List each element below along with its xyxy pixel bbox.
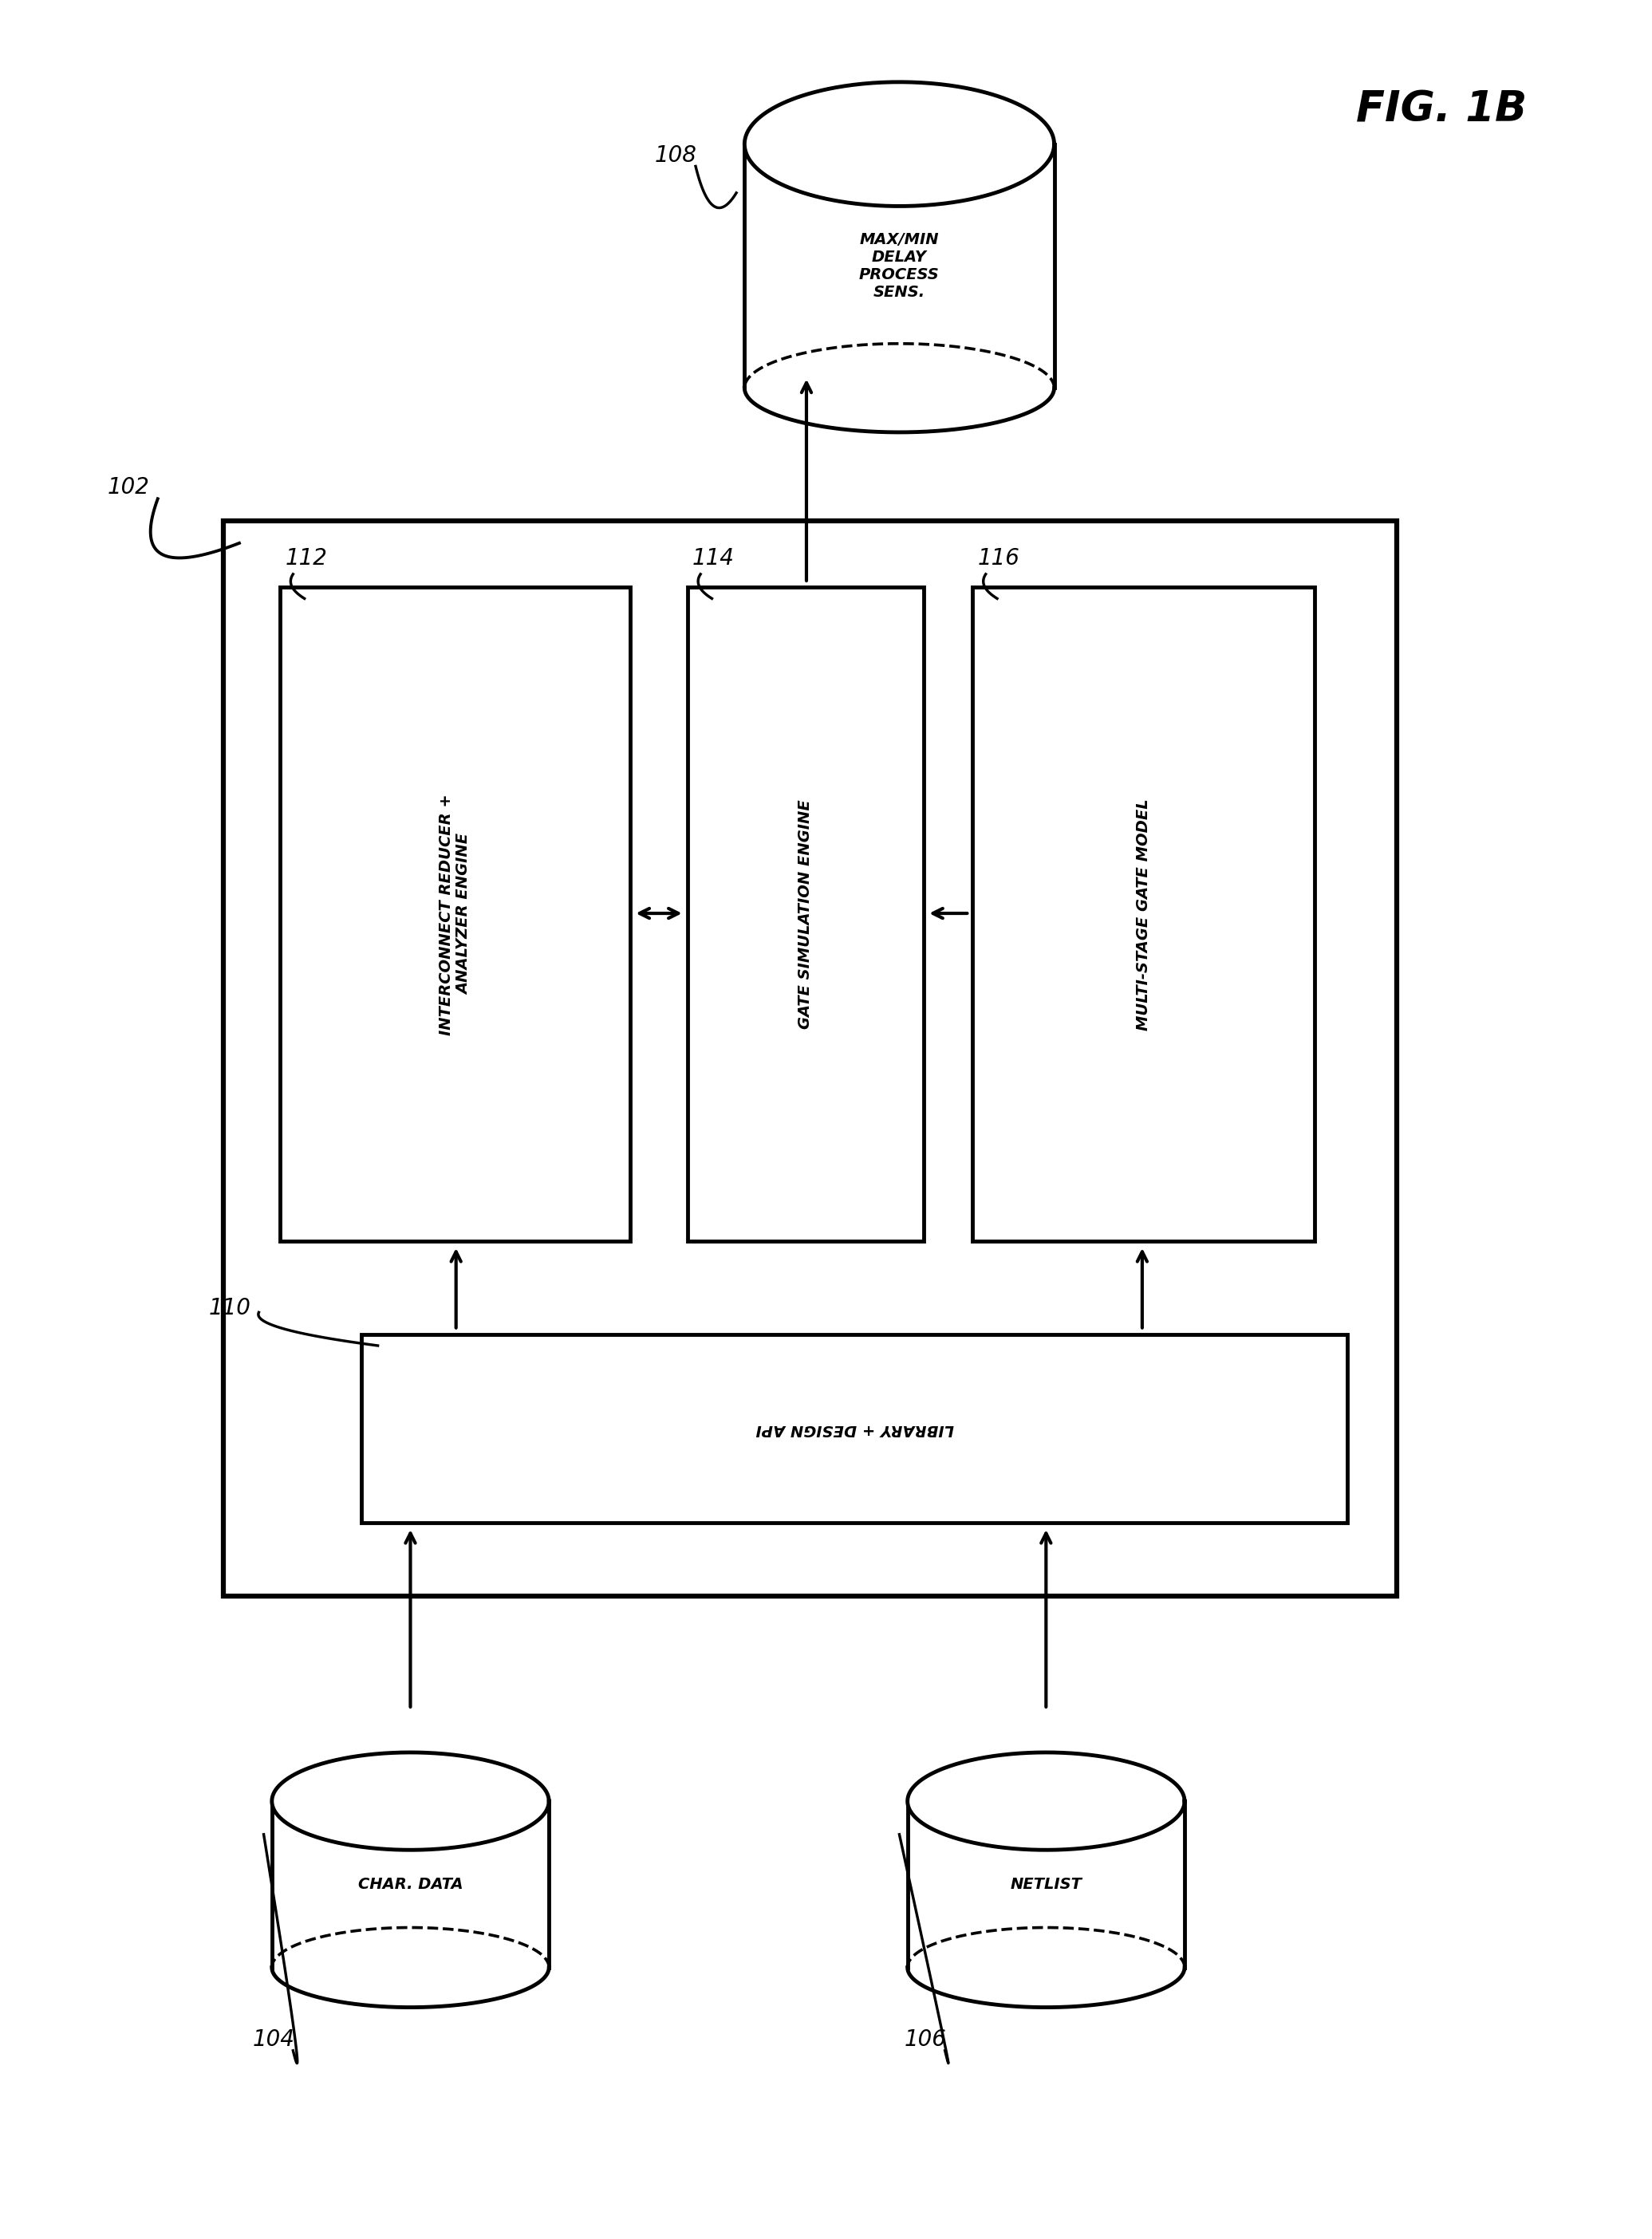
Text: CHAR. DATA: CHAR. DATA: [358, 1876, 463, 1892]
Text: NETLIST: NETLIST: [1009, 1876, 1082, 1892]
Bar: [687, 587, 923, 1240]
Polygon shape: [273, 1753, 548, 1849]
Polygon shape: [907, 1800, 1184, 1968]
Polygon shape: [273, 1800, 548, 1968]
Bar: [223, 522, 1396, 1596]
Polygon shape: [745, 143, 1054, 387]
Text: 108: 108: [654, 143, 697, 166]
Polygon shape: [907, 1968, 1184, 2008]
Text: 114: 114: [692, 546, 735, 569]
Bar: [362, 1334, 1348, 1523]
Polygon shape: [273, 1968, 548, 2008]
Text: FIG. 1B: FIG. 1B: [1356, 90, 1526, 130]
Text: 104: 104: [253, 2029, 294, 2051]
Bar: [973, 587, 1315, 1240]
Text: MULTI-STAGE GATE MODEL: MULTI-STAGE GATE MODEL: [1137, 799, 1151, 1030]
Text: 102: 102: [107, 477, 150, 499]
Bar: [279, 587, 631, 1240]
Text: LIBRARY + DESIGN API: LIBRARY + DESIGN API: [755, 1422, 953, 1437]
Text: 112: 112: [284, 546, 327, 569]
Polygon shape: [745, 387, 1054, 432]
Polygon shape: [745, 83, 1054, 206]
Text: MAX/MIN
DELAY
PROCESS
SENS.: MAX/MIN DELAY PROCESS SENS.: [859, 233, 940, 300]
Text: 110: 110: [208, 1296, 251, 1319]
Text: GATE SIMULATION ENGINE: GATE SIMULATION ENGINE: [798, 799, 813, 1030]
Text: INTERCONNECT REDUCER +
ANALYZER ENGINE: INTERCONNECT REDUCER + ANALYZER ENGINE: [439, 793, 471, 1034]
Polygon shape: [907, 1753, 1184, 1849]
Text: 106: 106: [904, 2029, 947, 2051]
Text: 116: 116: [978, 546, 1019, 569]
